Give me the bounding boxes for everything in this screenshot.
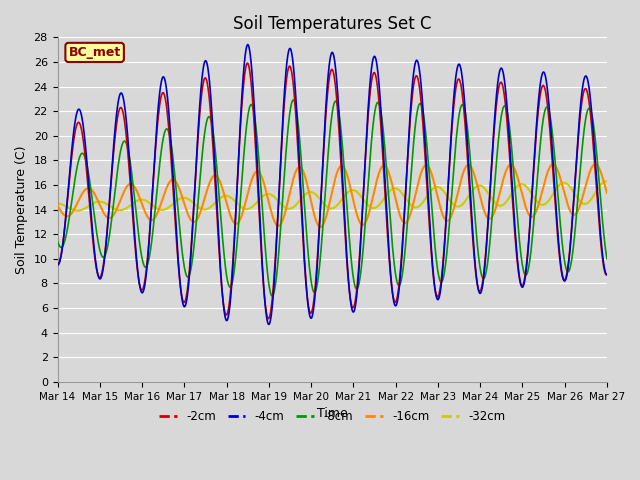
Legend: -2cm, -4cm, -8cm, -16cm, -32cm: -2cm, -4cm, -8cm, -16cm, -32cm bbox=[154, 405, 510, 428]
X-axis label: Time: Time bbox=[317, 407, 348, 420]
Y-axis label: Soil Temperature (C): Soil Temperature (C) bbox=[15, 145, 28, 274]
Text: BC_met: BC_met bbox=[68, 46, 121, 59]
Title: Soil Temperatures Set C: Soil Temperatures Set C bbox=[233, 15, 431, 33]
